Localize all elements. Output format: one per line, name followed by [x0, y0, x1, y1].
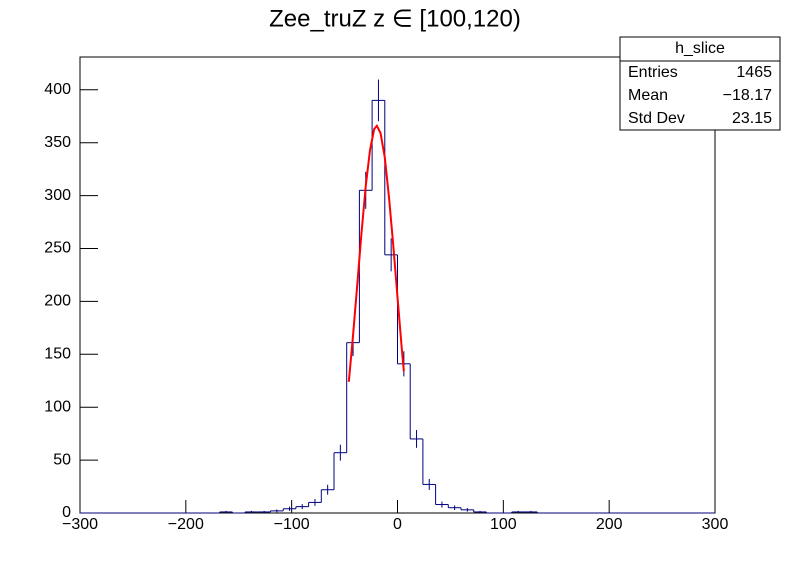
stats-label: Mean [628, 87, 668, 104]
stats-label: Entries [628, 64, 678, 81]
y-tick-label: 100 [44, 398, 71, 415]
y-tick-label: 300 [44, 187, 71, 204]
stats-box [619, 36, 781, 131]
stats-value: 23.15 [732, 110, 772, 127]
y-tick-label: 250 [44, 240, 71, 257]
x-tick-label: 0 [393, 516, 402, 533]
x-tick-label: 100 [490, 516, 517, 533]
y-tick-label: 350 [44, 134, 71, 151]
stats-title: h_slice [675, 40, 725, 57]
x-tick-label: −100 [274, 516, 310, 533]
y-tick-label: 0 [62, 504, 71, 521]
y-tick-label: 150 [44, 346, 71, 363]
fit-curve [347, 123, 405, 382]
x-tick-label: −300 [62, 516, 98, 533]
y-tick-label: 200 [44, 293, 71, 310]
stats-label: Std Dev [628, 110, 685, 127]
x-tick-label: 300 [702, 516, 729, 533]
y-tick-label: 400 [44, 81, 71, 98]
y-tick-label: 50 [53, 451, 71, 468]
x-tick-label: −200 [168, 516, 204, 533]
chart-title: Zee_truZ z ∈ [100,120) [269, 5, 521, 32]
x-tick-label: 200 [596, 516, 623, 533]
stats-value: −18.17 [723, 87, 772, 104]
stats-value: 1465 [736, 64, 772, 81]
